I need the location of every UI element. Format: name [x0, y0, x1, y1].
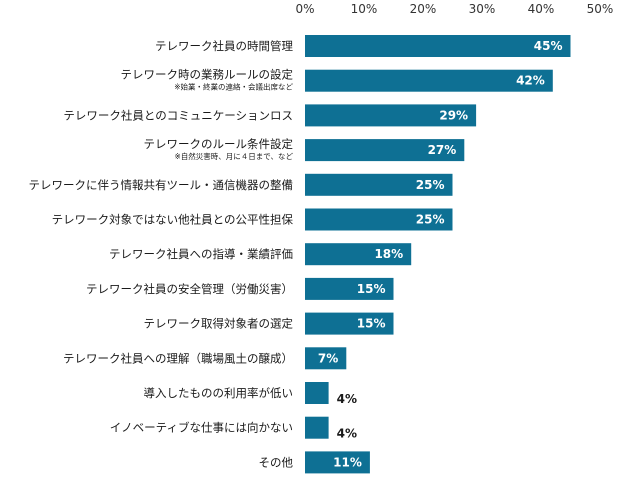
- bar: [305, 243, 412, 266]
- data-label: 25%: [416, 178, 445, 192]
- data-label: 27%: [428, 143, 457, 157]
- bar: [305, 416, 329, 439]
- data-label: 7%: [318, 351, 338, 365]
- bar: [305, 69, 553, 92]
- data-label: 4%: [337, 427, 357, 441]
- bar: [305, 35, 571, 57]
- data-label: 15%: [357, 282, 386, 296]
- category-label: テレワーク社員の時間管理: [155, 39, 293, 53]
- category-label: テレワークのルール条件設定: [144, 137, 294, 151]
- category-label: テレワークに伴う情報共有ツール・通信機器の整備: [29, 178, 294, 192]
- data-label: 18%: [374, 247, 403, 261]
- category-label: 導入したものの利用率が低い: [144, 386, 294, 400]
- category-note: ※始業・終業の連絡・会議出席など: [174, 82, 293, 92]
- bar: [305, 104, 477, 127]
- category-label: イノベーティブな仕事には向かない: [110, 421, 293, 435]
- bar: [305, 382, 329, 404]
- bar: [305, 347, 347, 370]
- x-tick-label: 10%: [351, 2, 378, 16]
- category-label: テレワーク取得対象者の選定: [144, 317, 294, 331]
- data-label: 29%: [439, 108, 468, 122]
- x-tick-label: 30%: [469, 2, 496, 16]
- bar: [305, 277, 394, 300]
- x-tick-label: 40%: [528, 2, 555, 16]
- x-tick-label: 0%: [295, 2, 314, 16]
- data-label: 4%: [337, 392, 357, 406]
- bar: [305, 139, 465, 162]
- bar: [305, 312, 394, 335]
- category-label: テレワーク社員とのコミュニケーションロス: [63, 108, 293, 122]
- bar: [305, 451, 370, 474]
- category-note: ※自然災害時、月に４日まで、など: [175, 151, 294, 161]
- x-tick-label: 20%: [410, 2, 437, 16]
- data-label: 25%: [416, 213, 445, 227]
- category-label: テレワーク対象ではない他社員との公平性担保: [52, 213, 294, 227]
- bar: [305, 208, 453, 231]
- category-label: テレワーク社員への指導・業績評価: [109, 247, 293, 261]
- category-label: その他: [259, 455, 294, 469]
- data-label: 11%: [333, 455, 362, 469]
- x-tick-label: 50%: [587, 2, 614, 16]
- data-label: 45%: [534, 39, 563, 53]
- category-label: テレワーク社員の安全管理（労働災害）: [86, 282, 293, 296]
- category-label: テレワーク時の業務ルールの設定: [121, 68, 294, 82]
- data-label: 15%: [357, 317, 386, 331]
- category-label: テレワーク社員への理解（職場風土の醸成）: [63, 351, 293, 365]
- bar: [305, 173, 453, 196]
- data-label: 42%: [516, 74, 545, 88]
